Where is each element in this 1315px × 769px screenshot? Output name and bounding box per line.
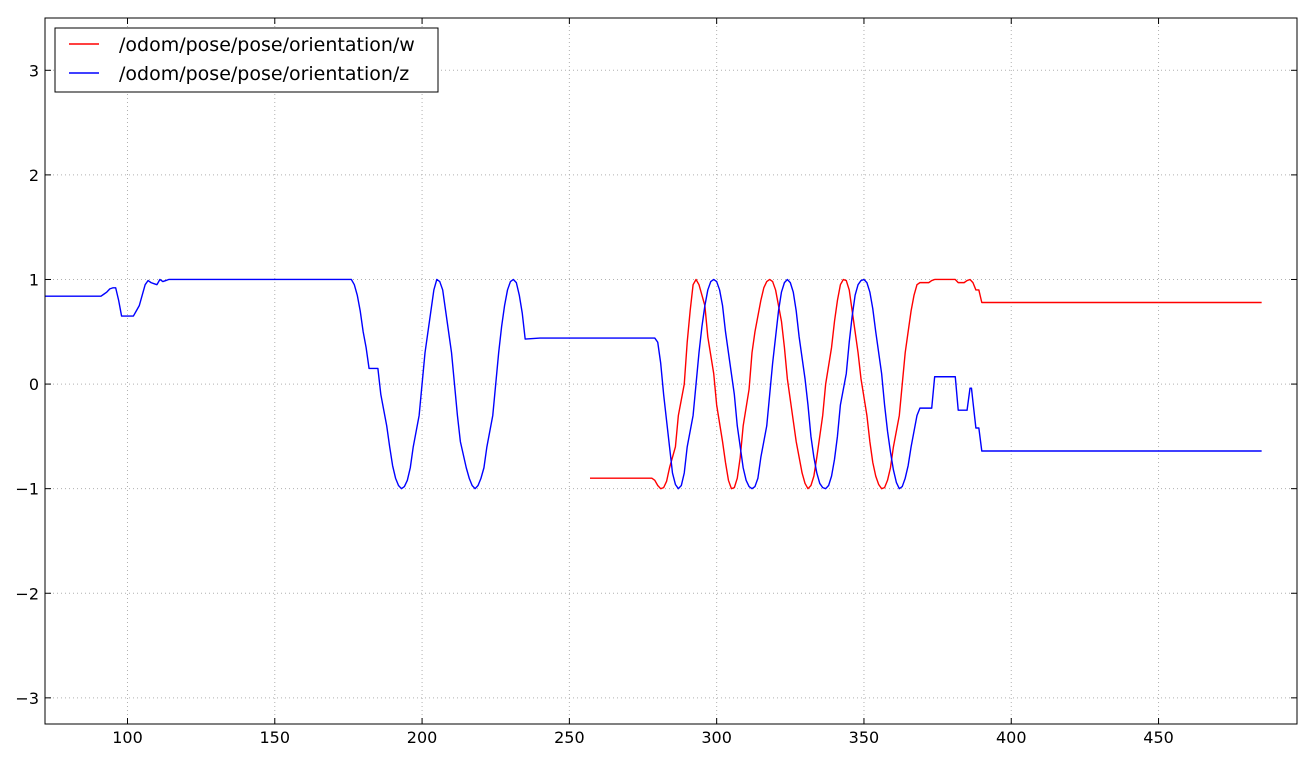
x-tick-label: 400 [996,728,1027,747]
plot-area [45,18,1297,724]
ticks: 100 150 200 250 300 350 400 450 −3 −2 −1 0 1 2 3 [15,18,1297,747]
y-tick-label: −2 [15,584,39,603]
legend-label: /odom/pose/pose/orientation/z [119,63,409,85]
x-tick-label: 200 [407,728,438,747]
x-tick-label: 100 [112,728,143,747]
series-line-orientation-z [45,278,1262,490]
x-tick-label: 450 [1143,728,1174,747]
y-tick-label: −3 [15,689,39,708]
x-tick-label: 350 [849,728,880,747]
y-tick-label: −1 [15,480,39,499]
legend: /odom/pose/pose/orientation/w/odom/pose/… [54,27,439,93]
y-tick-label: 2 [29,166,39,185]
y-tick-label: 3 [29,61,39,80]
x-tick-label: 150 [260,728,291,747]
legend-box [54,27,439,93]
y-tick-label: 0 [29,375,39,394]
legend-label: /odom/pose/pose/orientation/w [119,34,415,56]
series-layer [45,278,1262,490]
x-tick-label: 250 [554,728,585,747]
series-line-orientation-w [589,278,1262,490]
axes-frame [44,17,1298,725]
y-tick-label: 1 [29,270,39,289]
x-tick-label: 300 [701,728,732,747]
